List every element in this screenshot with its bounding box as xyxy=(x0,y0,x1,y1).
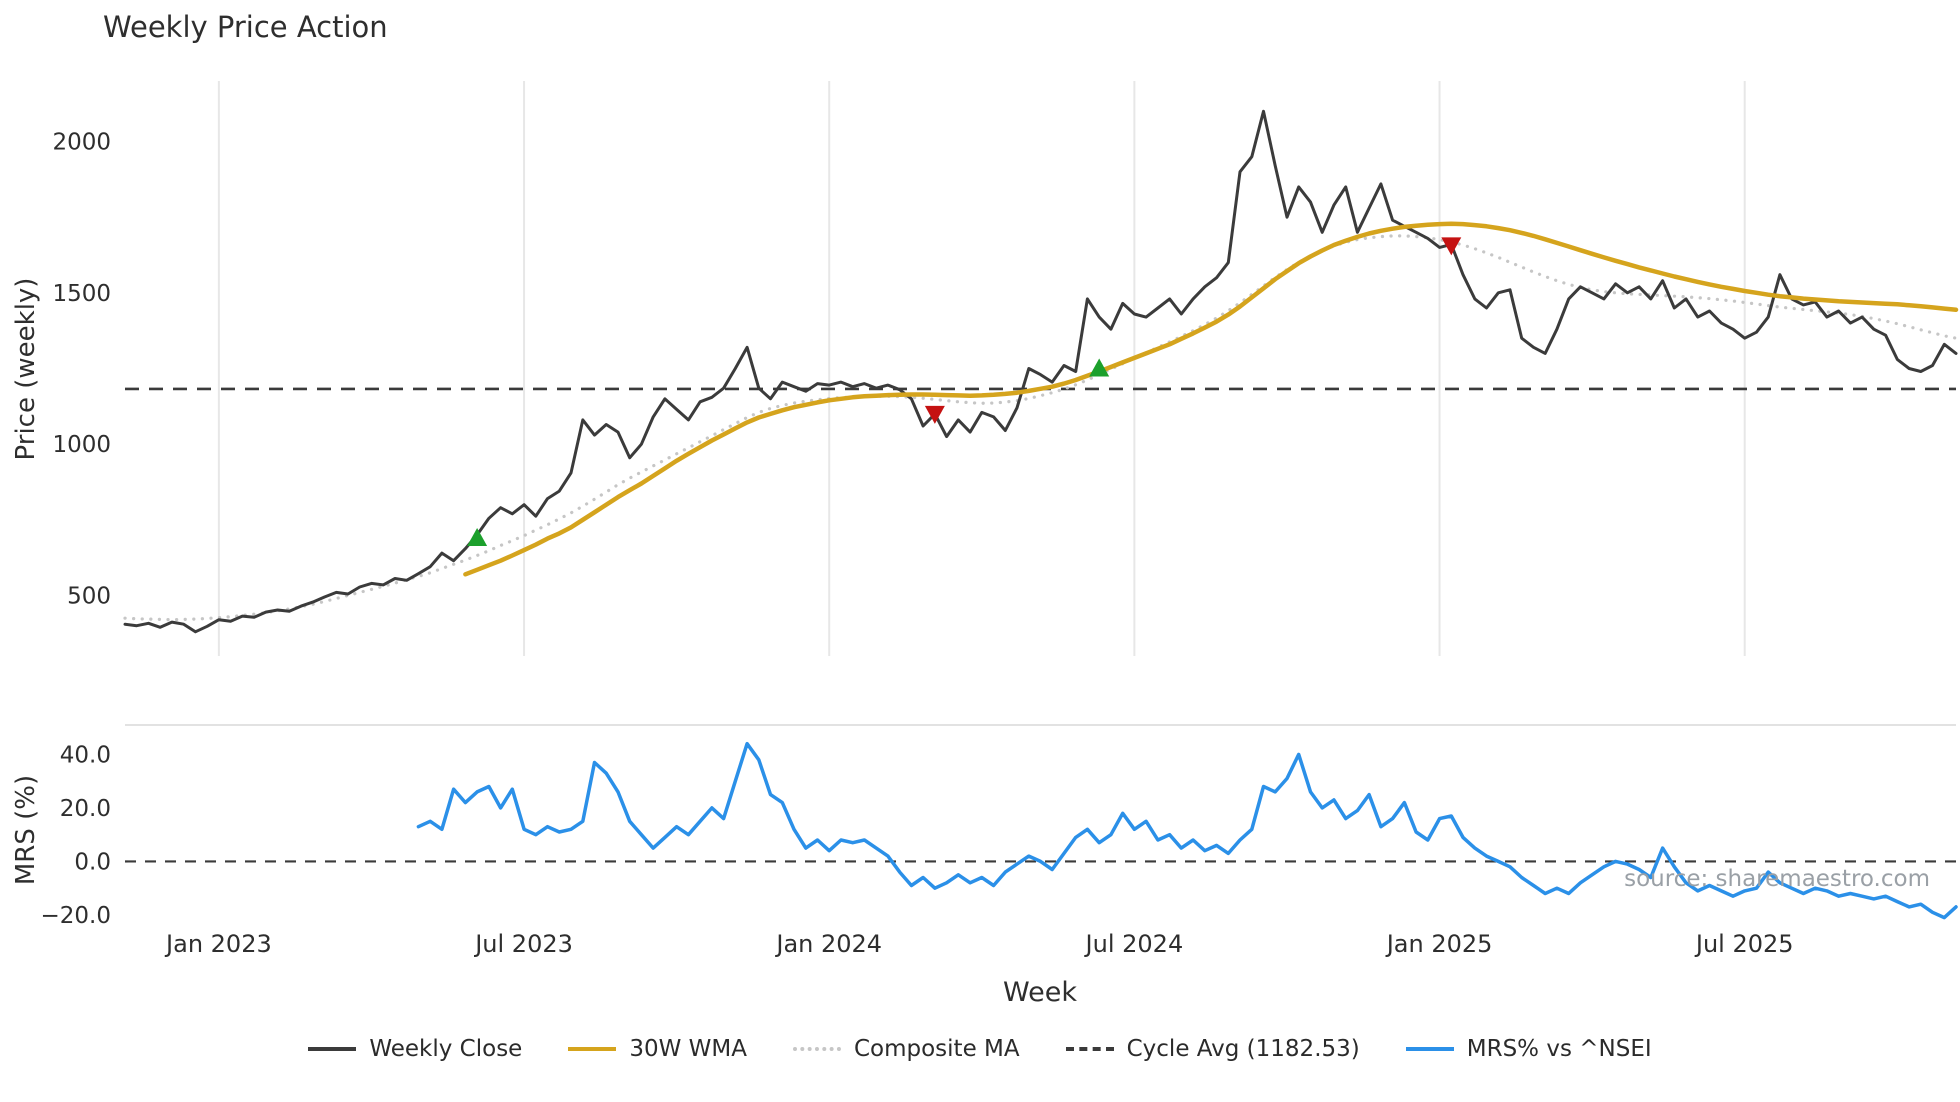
week-tick-label: Jul 2023 xyxy=(473,930,573,958)
price-tick-label: 500 xyxy=(67,583,111,609)
chart-title: Weekly Price Action xyxy=(103,10,388,44)
price-tick-label: 1000 xyxy=(52,432,111,458)
week-tick-label: Jan 2024 xyxy=(774,930,882,958)
legend-item-weekly-close: Weekly Close xyxy=(308,1036,522,1062)
legend-item-composite-ma: Composite MA xyxy=(792,1036,1020,1062)
mrs-tick-label: −20.0 xyxy=(41,903,111,929)
legend: Weekly Close 30W WMA Composite MA Cycle … xyxy=(0,1036,1960,1062)
weekly-close-line xyxy=(123,109,1958,634)
mrs-swatch xyxy=(1405,1047,1454,1051)
mrs-axis-label: MRS (%) xyxy=(11,774,41,886)
sell-signal-marker xyxy=(1441,237,1462,256)
sell-signal-marker xyxy=(924,405,945,424)
buy-signal-marker xyxy=(467,527,488,546)
wma-swatch xyxy=(568,1047,617,1051)
wma-line xyxy=(463,221,1959,577)
legend-label: Weekly Close xyxy=(369,1036,523,1062)
week-tick-label: Jul 2024 xyxy=(1084,930,1184,958)
legend-label: Cycle Avg (1182.53) xyxy=(1126,1036,1360,1062)
week-tick-label: Jul 2025 xyxy=(1694,930,1794,958)
mrs-tick-label: 20.0 xyxy=(60,796,111,822)
price-tick-label: 2000 xyxy=(52,130,111,156)
week-tick-label: Jan 2025 xyxy=(1385,930,1493,958)
legend-item-cycle-avg: Cycle Avg (1182.53) xyxy=(1065,1036,1360,1062)
week-axis-label: Week xyxy=(1003,977,1077,1008)
price-tick-label: 1500 xyxy=(52,281,111,307)
legend-label: MRS% vs ^NSEI xyxy=(1466,1036,1652,1062)
price-axis-label: Price (weekly) xyxy=(11,277,41,461)
weekly-close-swatch xyxy=(308,1047,357,1051)
legend-item-30w-wma: 30W WMA xyxy=(568,1036,747,1062)
composite-ma-line xyxy=(123,234,1958,622)
composite-ma-swatch xyxy=(792,1047,841,1051)
week-tick-label: Jan 2023 xyxy=(164,930,272,958)
mrs-tick-label: 40.0 xyxy=(60,742,111,768)
legend-item-mrs: MRS% vs ^NSEI xyxy=(1405,1036,1652,1062)
mrs-line xyxy=(416,741,1958,920)
legend-label: 30W WMA xyxy=(629,1036,747,1062)
mrs-tick-label: 0.0 xyxy=(74,849,111,875)
buy-signal-marker xyxy=(1089,358,1110,377)
legend-label: Composite MA xyxy=(853,1036,1020,1062)
cycle-avg-swatch xyxy=(1065,1047,1114,1051)
source-watermark: source: sharemaestro.com xyxy=(1624,866,1930,892)
